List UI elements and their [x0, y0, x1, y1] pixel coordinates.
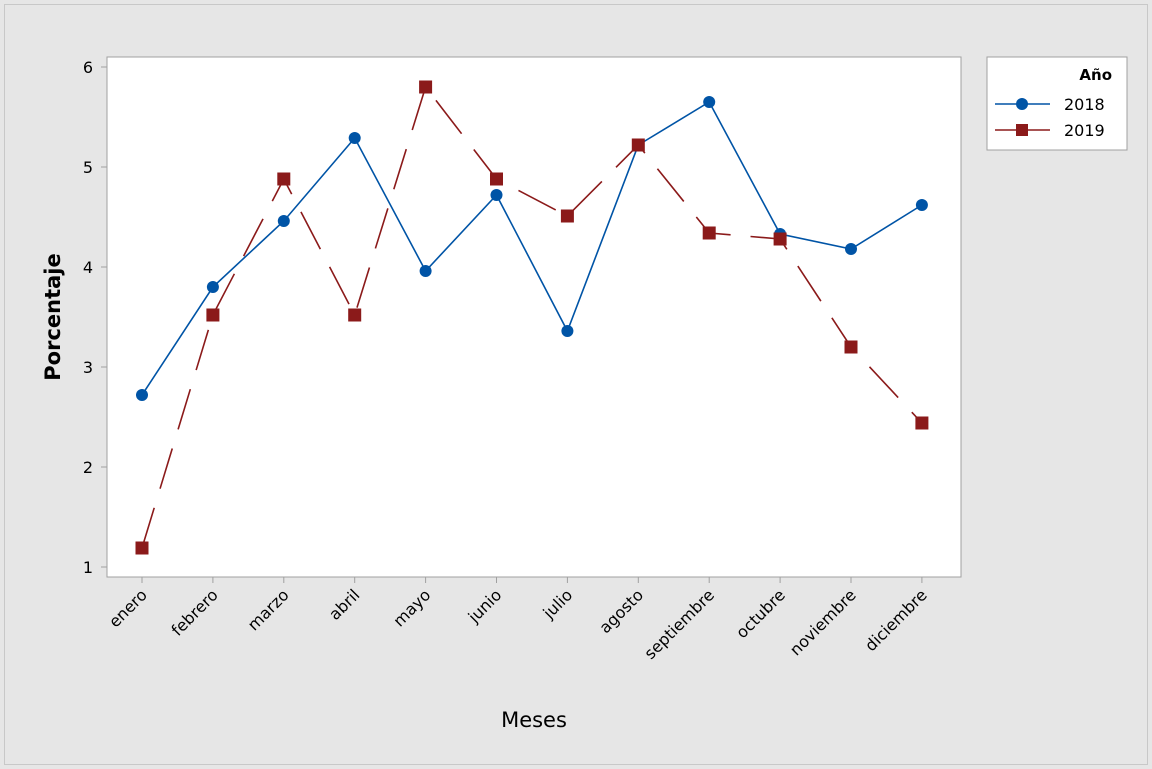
point-2018-mayo — [419, 265, 432, 277]
y-tick-label-3: 3 — [83, 358, 93, 377]
point-2019-agosto — [631, 138, 645, 152]
point-2018-febrero — [206, 281, 219, 293]
y-tick-label-4: 4 — [83, 258, 93, 277]
plot-area — [106, 56, 962, 578]
point-2018-marzo — [277, 215, 290, 227]
legend: Año 2018 2019 — [986, 56, 1128, 151]
point-2019-mayo — [419, 80, 433, 94]
legend-entry-2019: 2019 — [1064, 121, 1105, 140]
point-2019-julio — [560, 209, 574, 223]
point-2018-diciembre — [915, 199, 928, 211]
figure-border — [4, 4, 1148, 765]
y-tick-label-1: 1 — [83, 558, 93, 577]
point-2019-junio — [490, 172, 503, 186]
point-2019-enero — [135, 541, 149, 555]
y-axis-label: Porcentaje — [41, 253, 65, 380]
legend-title: Año — [1079, 66, 1112, 84]
series-line-2018 — [141, 100, 923, 396]
point-2019-octubre — [773, 232, 787, 246]
point-2018-noviembre — [845, 243, 857, 255]
y-tick-label-5: 5 — [83, 158, 93, 177]
point-2018-junio — [490, 189, 503, 201]
x-axis-label: Meses — [501, 708, 567, 732]
point-2019-abril — [348, 308, 362, 322]
point-2018-septiembre — [703, 96, 716, 108]
legend-marker-2018 — [1016, 98, 1028, 110]
series-line-2019 — [141, 85, 923, 549]
legend-entry-2018: 2018 — [1064, 95, 1105, 114]
point-2019-noviembre — [844, 340, 858, 354]
y-tick-label-2: 2 — [83, 458, 93, 477]
y-tick-label-6: 6 — [83, 58, 93, 77]
point-2018-abril — [348, 132, 361, 144]
point-2018-enero — [136, 389, 148, 401]
legend-marker-2019 — [1016, 124, 1028, 136]
point-2019-diciembre — [915, 416, 929, 430]
point-2019-marzo — [277, 172, 291, 186]
point-2019-septiembre — [702, 226, 716, 240]
point-2018-julio — [561, 325, 574, 337]
y-axis: 1 2 3 4 5 6 — [83, 58, 107, 577]
series-layer — [135, 80, 929, 555]
point-2019-febrero — [206, 308, 220, 322]
